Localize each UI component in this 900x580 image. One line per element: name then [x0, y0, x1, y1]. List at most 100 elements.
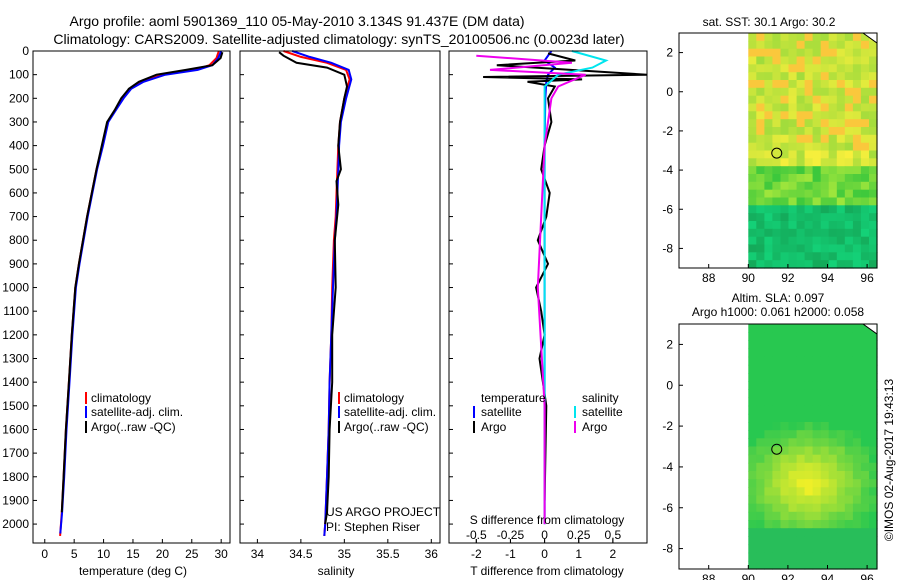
depth-tick-label: 300	[9, 115, 29, 129]
map-cell	[796, 536, 806, 546]
map-cell	[852, 520, 862, 529]
depth-y-ticks: 0 100 200 300 400 500 600 700 800 900 1000 1100 1200…	[2, 44, 37, 531]
map-cell	[756, 142, 765, 152]
map-cell	[796, 560, 806, 570]
map-cell	[828, 471, 838, 480]
map-cell	[836, 364, 846, 374]
map-cell	[796, 544, 806, 554]
map-cell	[860, 260, 870, 269]
map-cell	[812, 197, 822, 206]
map-cell	[756, 503, 765, 513]
map-cell	[804, 430, 814, 439]
map-cell	[780, 454, 790, 464]
legend-salinity-title: salinity	[582, 391, 619, 405]
map-cell	[772, 221, 781, 230]
map-cell	[772, 528, 781, 537]
map-x-tick-label: 88	[702, 572, 716, 580]
map-cell	[756, 252, 765, 261]
map-cell	[812, 158, 822, 167]
map-cell	[772, 134, 781, 144]
x-tick-label: 0.25	[567, 528, 591, 542]
map-cell	[844, 150, 854, 159]
map-cell	[772, 454, 781, 464]
legend-satellite-adj-clim: satellite-adj. clim.	[344, 405, 436, 419]
map-cell	[788, 119, 798, 128]
map-cell	[869, 503, 878, 513]
depth-tick-label: 1000	[2, 281, 29, 295]
map-cell	[756, 430, 765, 439]
map-cell	[780, 487, 790, 497]
map-cell	[852, 221, 862, 230]
map-cell	[796, 111, 806, 120]
map-cell	[804, 438, 814, 448]
map-cell	[748, 72, 757, 81]
map-x-tick-label: 94	[821, 271, 835, 285]
map-cell	[820, 348, 830, 358]
map-cell	[869, 552, 878, 562]
map-y-tick-label: -2	[662, 124, 673, 138]
depth-tick-label: 1500	[2, 399, 29, 413]
map-cell	[788, 142, 798, 152]
map-cell	[804, 134, 814, 144]
map-cell	[772, 119, 781, 128]
map-cell	[860, 158, 870, 167]
map-cell	[860, 64, 870, 73]
map-cell	[764, 495, 773, 505]
map-cell	[820, 205, 830, 214]
map-cell	[852, 142, 862, 152]
map-cell	[772, 446, 781, 456]
legend-satellite-adj-clim: satellite-adj. clim.	[91, 405, 183, 419]
map-cell	[836, 446, 846, 456]
map-cell	[764, 503, 773, 513]
map-cell	[844, 33, 854, 42]
map-cell	[788, 221, 798, 230]
map-cell	[748, 373, 757, 382]
map-cell	[828, 134, 838, 144]
map-cell	[804, 103, 814, 112]
map-cell	[844, 244, 854, 253]
map-cell	[780, 552, 790, 562]
map-cell	[764, 397, 773, 407]
map-cell	[780, 111, 790, 120]
map-cell	[844, 205, 854, 214]
depth-tick-label: 0	[22, 44, 29, 58]
map-cell	[812, 381, 822, 390]
map-cell	[764, 356, 773, 366]
map-cell	[772, 356, 781, 366]
map-cell	[764, 381, 773, 390]
map-cell	[788, 40, 798, 50]
map-cell	[836, 142, 846, 152]
map-cell	[780, 348, 790, 358]
map-cell	[869, 479, 878, 488]
map-cell	[788, 462, 798, 472]
map-cell	[844, 111, 854, 120]
map-cell	[828, 520, 838, 529]
map-cell	[804, 462, 814, 472]
map-cell	[772, 373, 781, 382]
map-cell	[764, 479, 773, 488]
x-tick-label: -0.25	[497, 528, 525, 542]
map-cell	[788, 348, 798, 358]
map-cell	[748, 405, 757, 415]
map-cell	[788, 536, 798, 546]
map-cell	[836, 103, 846, 112]
map-cell	[748, 520, 757, 529]
map-cell	[756, 174, 765, 183]
map-cell	[836, 95, 846, 105]
map-cell	[796, 511, 806, 521]
map-y-tick-label: -4	[662, 460, 673, 474]
map-cell	[772, 64, 781, 73]
map-cell	[836, 536, 846, 546]
map-cell	[828, 33, 838, 42]
map-cell	[780, 48, 790, 58]
map-cell	[812, 324, 822, 333]
map-cell	[820, 544, 830, 554]
map-cell	[748, 181, 757, 191]
map-cell	[812, 213, 822, 222]
map-y-tick-label: 2	[666, 46, 673, 60]
map-cell	[772, 80, 781, 89]
map-cell	[764, 33, 773, 42]
map-cell	[772, 520, 781, 529]
map-cell	[804, 158, 814, 167]
map-cell	[788, 503, 798, 513]
